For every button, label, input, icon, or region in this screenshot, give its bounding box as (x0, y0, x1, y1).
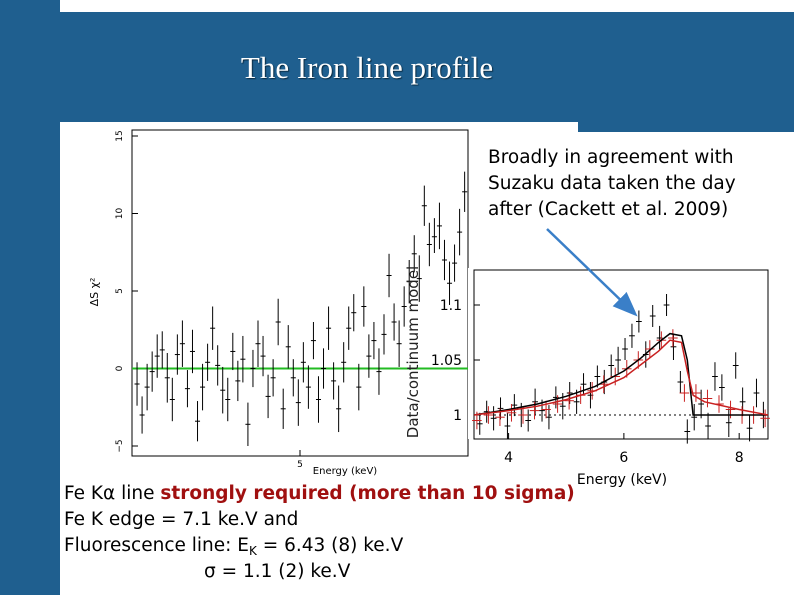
annotation-callout: Broadly in agreement with Suzaku data ta… (488, 145, 736, 223)
annotation-line: Broadly in agreement with (488, 147, 734, 168)
annotation-line: after (Cackett et al. 2009) (488, 199, 729, 220)
fluorescence-label: Fluorescence line: E (64, 535, 249, 556)
result-line-3: Fluorescence line: EK = 6.43 (8) ke.V (64, 533, 575, 559)
residual-ytick-label: 10 (115, 208, 125, 220)
fluorescence-value: = 6.43 (8) ke.V (256, 535, 404, 556)
pointer-arrow (546, 228, 638, 317)
residual-ytick-label: 5 (115, 288, 125, 294)
ratio-xlabel: Energy (keV) (577, 472, 667, 488)
ratio-panel: Data/continuum model Energy (keV) 1 1.05 1… (404, 266, 770, 488)
ratio-ytick-label: 1 (453, 408, 462, 424)
corner-band (578, 122, 794, 132)
ratio-xtick-label: 8 (735, 450, 744, 466)
energy-subscript: K (248, 544, 257, 558)
residual-xtick-label: 5 (297, 460, 303, 470)
top-stripe (60, 0, 794, 12)
result-line-4: σ = 1.1 (2) ke.V (204, 561, 351, 582)
residual-ytick-label: 0 (115, 365, 125, 371)
residual-ytick-label: −5 (115, 439, 125, 452)
annotation-line: Suzaku data taken the day (488, 173, 736, 194)
model-line (473, 339, 769, 416)
residual-xlabel: Energy (keV) (313, 466, 378, 477)
ratio-xtick-label: 4 (504, 450, 513, 466)
result-line-1: Fe Kα line strongly required (more than … (64, 481, 575, 507)
fe-line-label: Fe Kα line (64, 483, 161, 504)
model-line (473, 332, 768, 416)
significance-text: strongly required (more than 10 sigma) (160, 483, 575, 504)
ratio-ytick-label: 1.1 (440, 298, 462, 314)
ratio-frame (473, 269, 769, 440)
residual-ytick-label: 15 (115, 130, 125, 141)
ratio-ylabel: Data/continuum model (404, 266, 422, 438)
residual-ylabel: ΔS χ² (88, 278, 101, 307)
ratio-xtick-label: 6 (619, 450, 628, 466)
title-band (0, 0, 794, 122)
result-line-2: Fe K edge = 7.1 ke.V and (64, 509, 299, 530)
slide-title: The Iron line profile (240, 50, 494, 85)
results-text: Fe Kα line strongly required (more than … (64, 481, 575, 585)
ratio-ytick-label: 1.05 (431, 353, 462, 369)
